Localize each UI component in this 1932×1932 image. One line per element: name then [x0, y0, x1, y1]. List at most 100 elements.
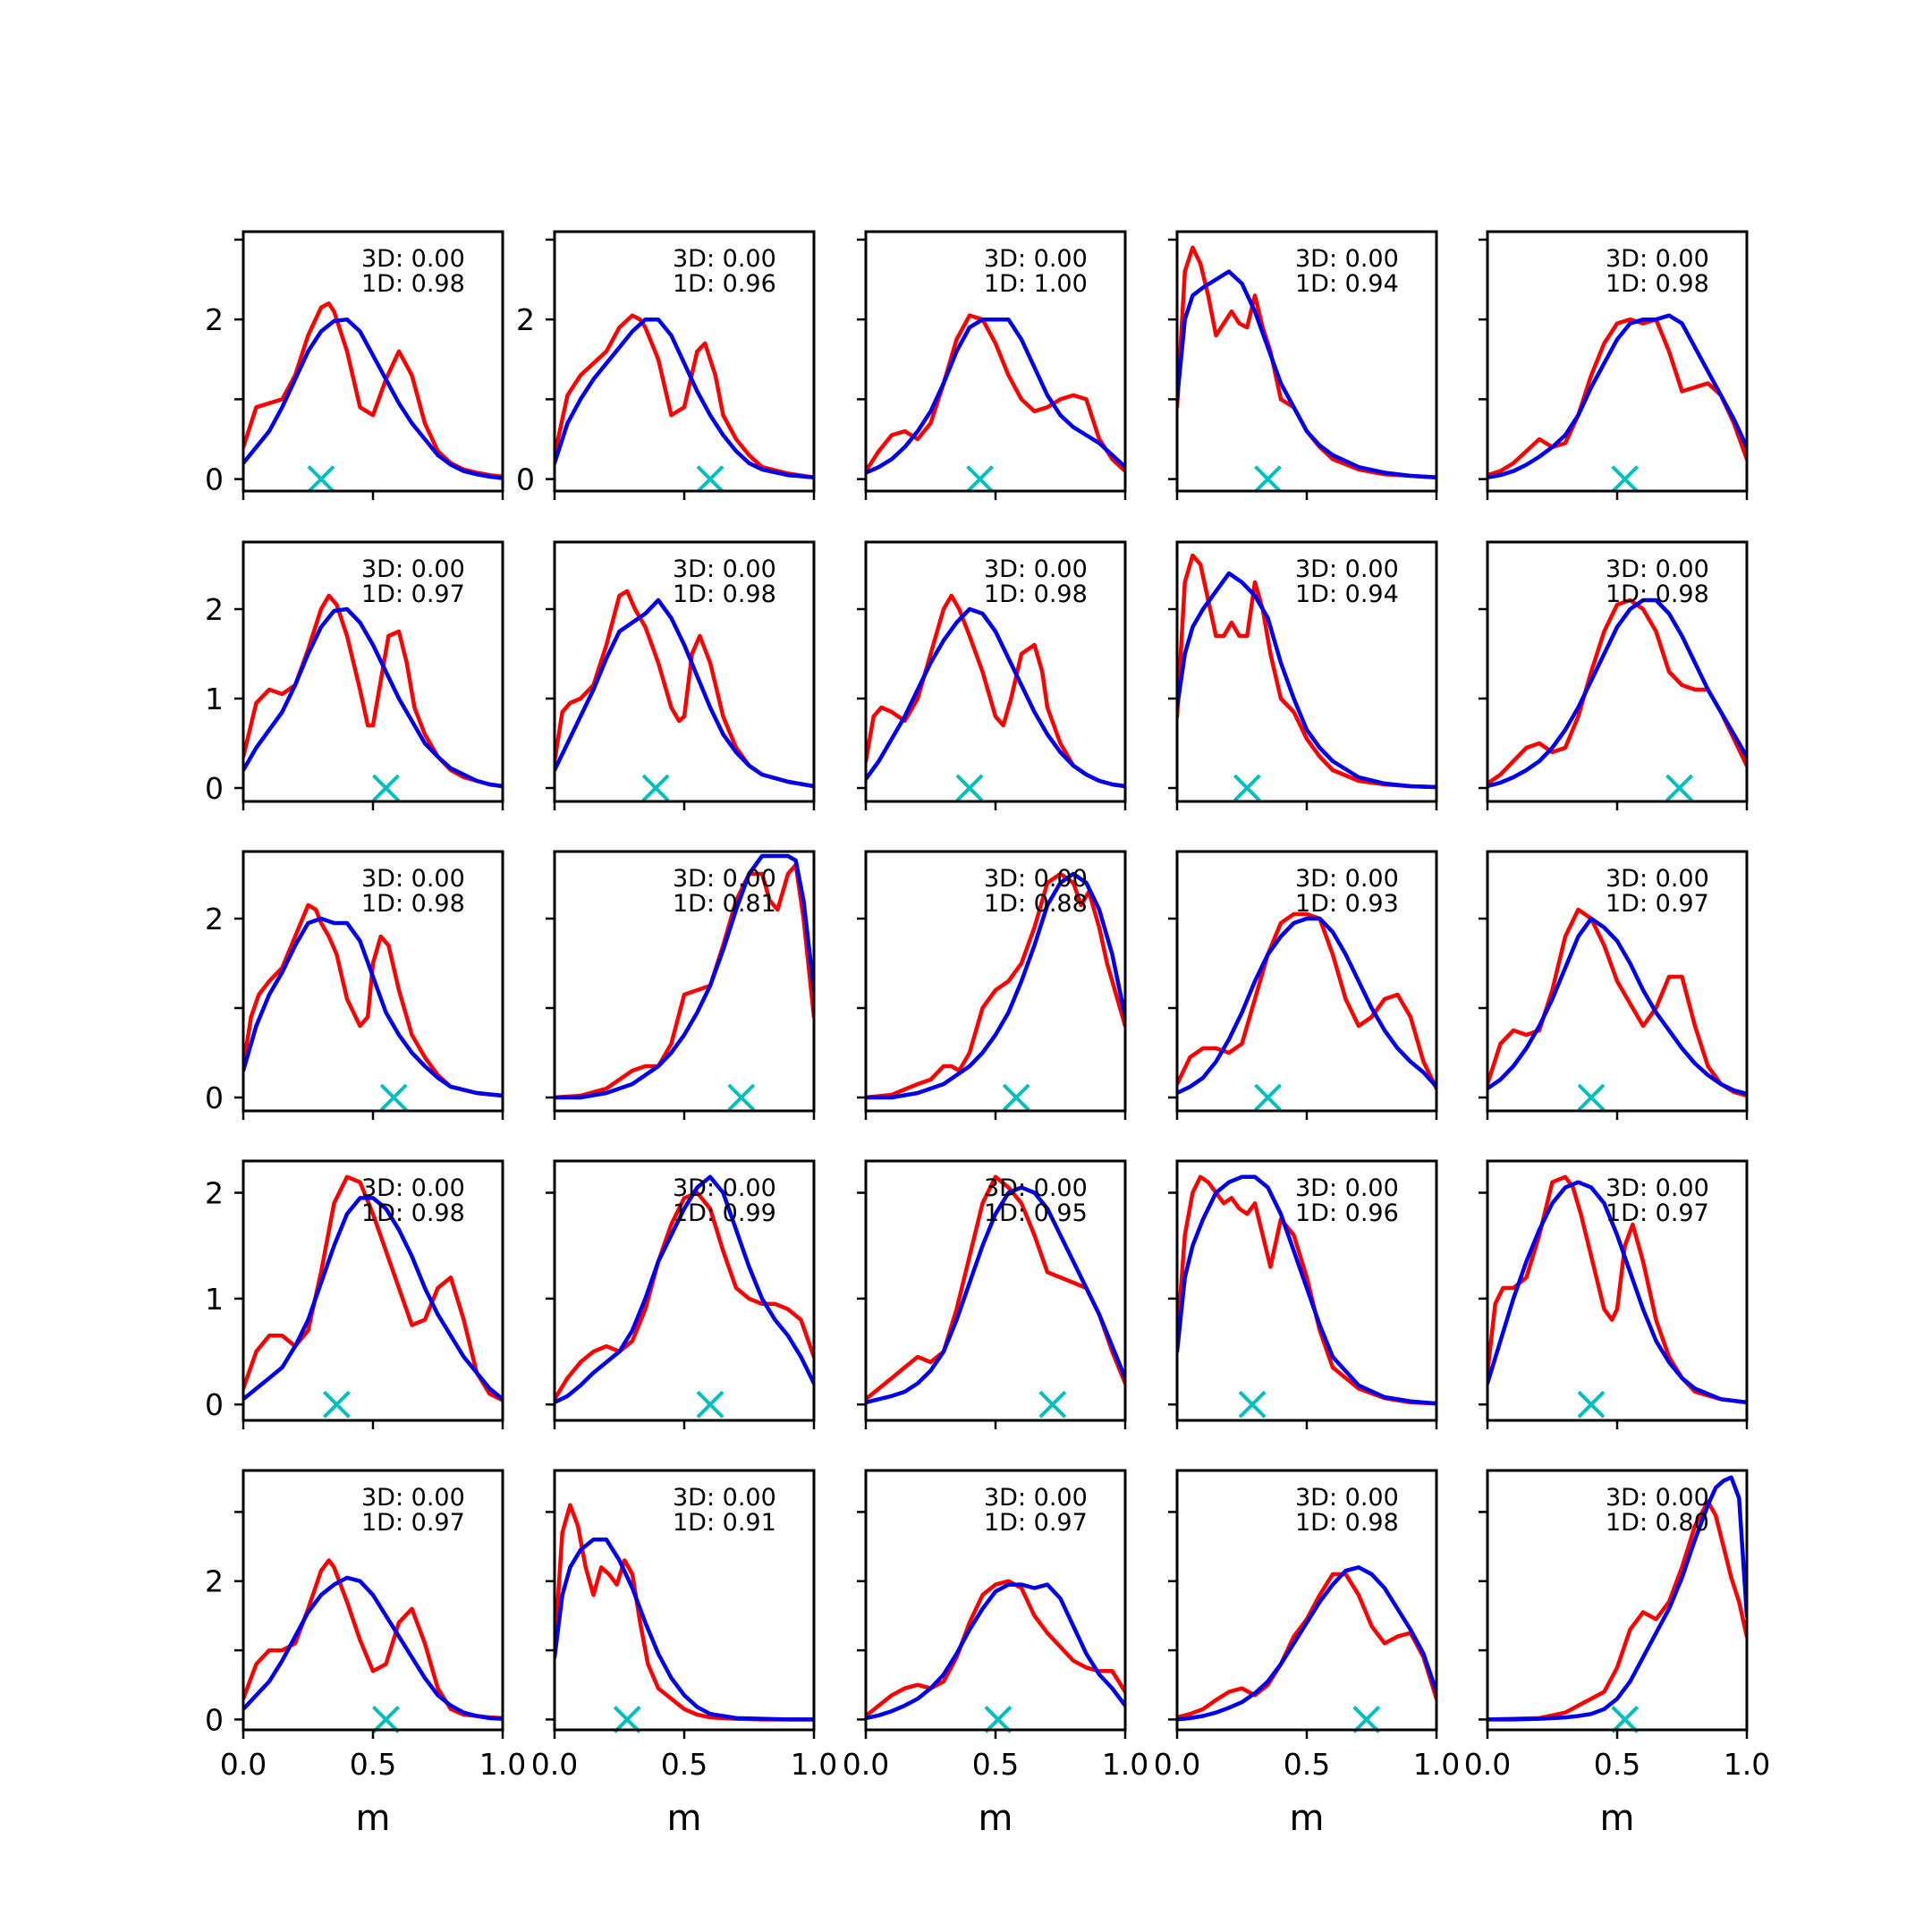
marker-cross	[1352, 1705, 1381, 1733]
red-curve	[243, 301, 503, 479]
blue-curve	[1177, 1174, 1436, 1406]
score-annotation: 1D: 0.97	[1606, 890, 1709, 918]
score-annotation: 1D: 0.98	[361, 1199, 465, 1227]
y-tick-label: 0	[205, 1702, 224, 1737]
score-annotation: 1D: 1.00	[984, 270, 1088, 298]
score-annotation: 1D: 0.98	[361, 890, 465, 918]
score-annotation: 3D: 0.00	[673, 1484, 776, 1512]
score-annotation: 3D: 0.00	[1295, 865, 1399, 893]
score-annotation: 3D: 0.00	[361, 555, 465, 583]
score-annotation: 1D: 0.97	[984, 1509, 1088, 1537]
score-annotation: 1D: 0.95	[984, 1199, 1088, 1227]
red-curve	[1177, 1174, 1436, 1406]
blue-curve	[1177, 571, 1436, 790]
score-annotation: 1D: 0.96	[673, 270, 776, 298]
x-tick-label: 1.0	[1724, 1747, 1770, 1782]
x-tick-label: 1.0	[479, 1747, 526, 1782]
blue-curve	[866, 317, 1125, 475]
blue-curve	[1487, 597, 1747, 789]
score-annotation: 3D: 0.00	[361, 865, 465, 893]
blue-curve	[1487, 916, 1747, 1097]
score-annotation: 3D: 0.00	[1295, 1174, 1399, 1202]
x-tick-label: 0.0	[1464, 1747, 1511, 1782]
red-curve	[1177, 245, 1436, 480]
y-tick-label: 2	[516, 302, 535, 337]
score-annotation: 1D: 0.94	[1295, 580, 1399, 608]
score-annotation: 3D: 0.00	[1606, 865, 1709, 893]
y-tick-label: 2	[205, 1176, 224, 1211]
blue-curve	[243, 1575, 503, 1721]
score-annotation: 3D: 0.00	[984, 1174, 1088, 1202]
blue-curve	[866, 871, 1125, 1100]
red-curve	[866, 313, 1125, 473]
blue-curve	[555, 853, 814, 1100]
score-annotation: 1D: 0.80	[1606, 1509, 1709, 1537]
score-annotation: 1D: 0.98	[1295, 1509, 1399, 1537]
score-annotation: 3D: 0.00	[1295, 555, 1399, 583]
score-annotation: 1D: 0.91	[673, 1509, 776, 1537]
blue-curve	[1487, 313, 1747, 480]
x-tick-label: 0.5	[661, 1747, 708, 1782]
x-tick-label: 1.0	[1102, 1747, 1148, 1782]
marker-cross	[1002, 1083, 1030, 1112]
blue-curve	[1487, 1475, 1747, 1722]
score-annotation: 3D: 0.00	[1606, 1484, 1709, 1512]
score-annotation: 1D: 0.94	[1295, 270, 1399, 298]
y-tick-label: 1	[205, 682, 224, 716]
score-annotation: 1D: 0.81	[673, 890, 776, 918]
y-tick-label: 2	[205, 1564, 224, 1599]
blue-curve	[866, 606, 1125, 789]
x-tick-label: 0.0	[531, 1747, 578, 1782]
red-curve	[555, 1503, 814, 1722]
x-tick-label: 0.5	[1594, 1747, 1640, 1782]
marker-cross	[372, 774, 400, 802]
score-annotation: 3D: 0.00	[984, 865, 1088, 893]
score-annotation: 3D: 0.00	[1295, 245, 1399, 273]
score-annotation: 1D: 0.98	[673, 580, 776, 608]
marker-cross	[1038, 1390, 1067, 1419]
x-axis-label: m	[1600, 1798, 1635, 1839]
score-annotation: 1D: 0.99	[673, 1199, 776, 1227]
marker-cross	[727, 1083, 756, 1112]
score-annotation: 1D: 0.98	[1606, 580, 1709, 608]
marker-cross	[307, 465, 335, 494]
red-curve	[1487, 907, 1747, 1098]
score-annotation: 3D: 0.00	[361, 245, 465, 273]
score-annotation: 3D: 0.00	[361, 1174, 465, 1202]
red-curve	[1487, 317, 1747, 478]
blue-curve	[866, 1582, 1125, 1721]
marker-cross	[1233, 774, 1261, 802]
score-annotation: 1D: 0.88	[984, 890, 1088, 918]
y-tick-label: 0	[516, 462, 535, 497]
x-tick-label: 1.0	[791, 1747, 837, 1782]
red-curve	[243, 1174, 503, 1402]
score-annotation: 1D: 0.97	[1606, 1199, 1709, 1227]
x-tick-label: 1.0	[1413, 1747, 1460, 1782]
blue-curve	[1177, 269, 1436, 480]
x-axis-label: m	[356, 1798, 391, 1839]
x-axis-label: m	[667, 1798, 702, 1839]
blue-curve	[1177, 1565, 1436, 1722]
blue-curve	[555, 1174, 814, 1405]
blue-curve	[1177, 916, 1436, 1096]
marker-cross	[322, 1390, 351, 1419]
blue-curve	[1487, 1180, 1747, 1405]
